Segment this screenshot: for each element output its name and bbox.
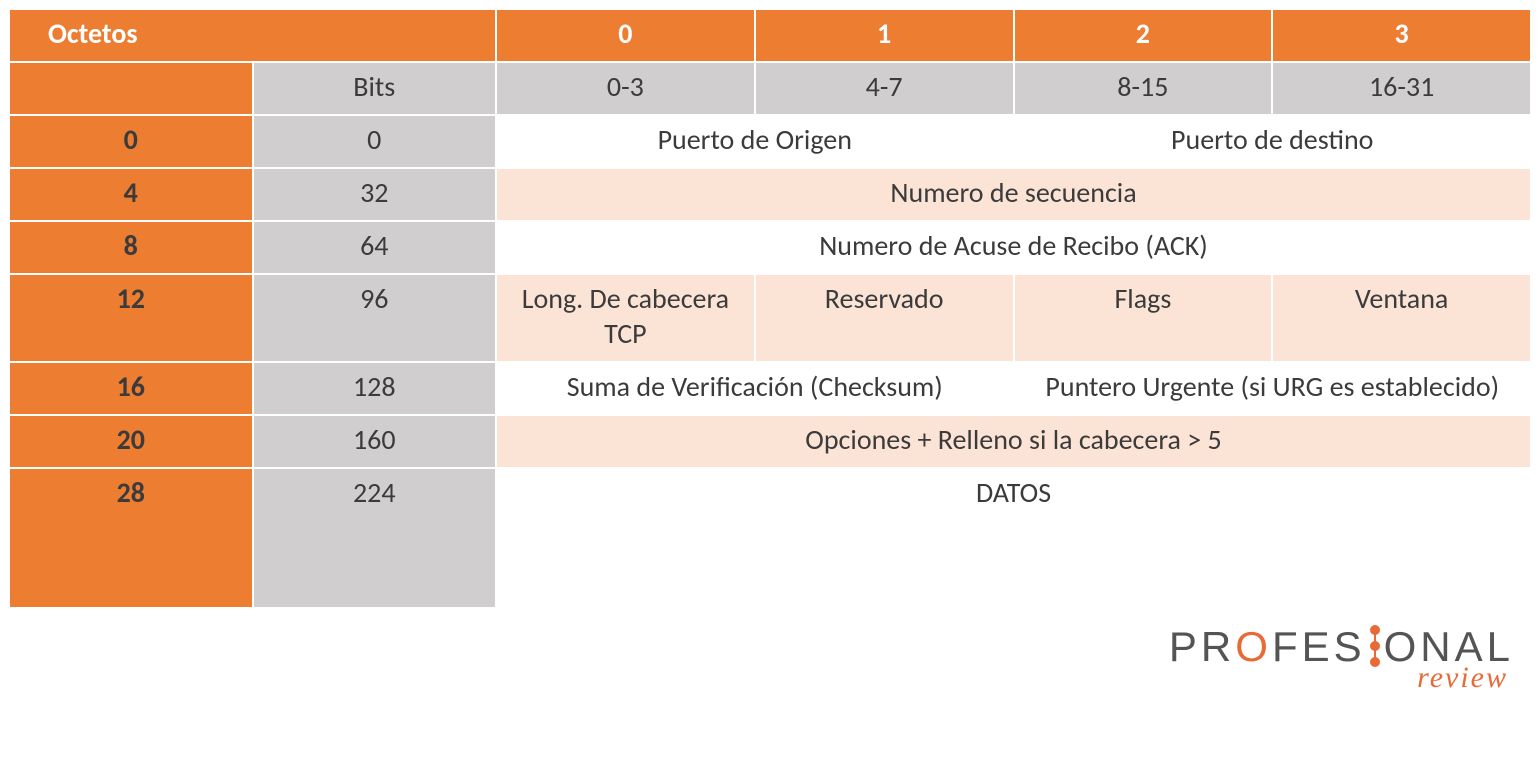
bits-label: Bits bbox=[253, 62, 497, 115]
row-octet: 20 bbox=[9, 415, 253, 468]
table-row: 16128Suma de Verificación (Checksum)Punt… bbox=[9, 362, 1531, 415]
row-bits: 96 bbox=[253, 274, 497, 362]
row-octet: 4 bbox=[9, 168, 253, 221]
field-cell: Numero de secuencia bbox=[496, 168, 1531, 221]
tcp-header-table: Octetos 0 1 2 3 Bits 0-3 4-7 8-15 16-31 … bbox=[8, 8, 1532, 609]
table-row: 28224DATOS bbox=[9, 468, 1531, 608]
row-octet: 8 bbox=[9, 221, 253, 274]
bits-row-left bbox=[9, 62, 253, 115]
field-cell: Numero de Acuse de Recibo (ACK) bbox=[496, 221, 1531, 274]
field-cell: Flags bbox=[1014, 274, 1273, 362]
brand-logo: PROFESONAL review bbox=[8, 609, 1532, 695]
bits-range-1: 4-7 bbox=[755, 62, 1014, 115]
field-cell: Puerto de destino bbox=[1014, 115, 1532, 168]
row-bits: 224 bbox=[253, 468, 497, 608]
field-cell: Puerto de Origen bbox=[496, 115, 1013, 168]
row-bits: 128 bbox=[253, 362, 497, 415]
logo-text-o: O bbox=[1235, 623, 1272, 670]
header-col-0: 0 bbox=[496, 9, 755, 62]
bits-range-2: 8-15 bbox=[1014, 62, 1273, 115]
field-cell: Opciones + Relleno si la cabecera > 5 bbox=[496, 415, 1531, 468]
bits-range-0: 0-3 bbox=[496, 62, 755, 115]
row-octet: 12 bbox=[9, 274, 253, 362]
bits-range-3: 16-31 bbox=[1272, 62, 1531, 115]
header-col-2: 2 bbox=[1014, 9, 1273, 62]
table-row: 20160Opciones + Relleno si la cabecera >… bbox=[9, 415, 1531, 468]
row-octet: 28 bbox=[9, 468, 253, 608]
header-col-3: 3 bbox=[1272, 9, 1531, 62]
table-row: 864Numero de Acuse de Recibo (ACK) bbox=[9, 221, 1531, 274]
header-octetos: Octetos bbox=[9, 9, 496, 62]
row-bits: 32 bbox=[253, 168, 497, 221]
table-row: 00Puerto de OrigenPuerto de destino bbox=[9, 115, 1531, 168]
table-row: 432Numero de secuencia bbox=[9, 168, 1531, 221]
field-cell: DATOS bbox=[496, 468, 1531, 608]
row-bits: 64 bbox=[253, 221, 497, 274]
header-row: Octetos 0 1 2 3 bbox=[9, 9, 1531, 62]
row-octet: 16 bbox=[9, 362, 253, 415]
logo-text-pre: PR bbox=[1169, 623, 1235, 670]
bits-row: Bits 0-3 4-7 8-15 16-31 bbox=[9, 62, 1531, 115]
field-cell: Reservado bbox=[755, 274, 1014, 362]
field-cell: Suma de Verificación (Checksum) bbox=[496, 362, 1013, 415]
row-bits: 160 bbox=[253, 415, 497, 468]
header-col-1: 1 bbox=[755, 9, 1014, 62]
row-octet: 0 bbox=[9, 115, 253, 168]
field-cell: Ventana bbox=[1272, 274, 1531, 362]
row-bits: 0 bbox=[253, 115, 497, 168]
field-cell: Long. De cabecera TCP bbox=[496, 274, 755, 362]
field-cell: Puntero Urgente (si URG es establecido) bbox=[1014, 362, 1532, 415]
table-row: 1296Long. De cabecera TCPReservadoFlagsV… bbox=[9, 274, 1531, 362]
logo-text-mid: FES bbox=[1272, 623, 1366, 670]
logo-i-icon bbox=[1368, 627, 1382, 667]
